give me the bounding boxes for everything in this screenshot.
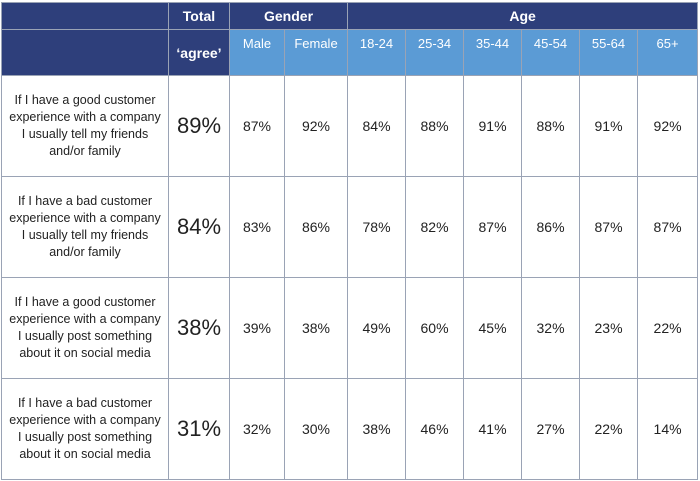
- column-header: 18-24: [347, 29, 407, 76]
- value-cell: 30%: [283, 378, 349, 480]
- value-cell: 32%: [521, 277, 581, 379]
- column-header: Male: [229, 29, 285, 76]
- value-cell: 92%: [283, 75, 349, 177]
- table-row: If I have a good customer experience wit…: [1, 75, 699, 177]
- value-cell: 78%: [347, 176, 407, 278]
- question-cell: If I have a good customer experience wit…: [1, 277, 169, 379]
- value-cell: 86%: [283, 176, 349, 278]
- column-header: 25-34: [405, 29, 465, 76]
- value-cell: 87%: [463, 176, 523, 278]
- question-cell: If I have a good customer experience wit…: [1, 75, 169, 177]
- value-cell: 38%: [283, 277, 349, 379]
- value-cell: 27%: [521, 378, 581, 480]
- value-cell: 39%: [229, 277, 285, 379]
- value-cell: 91%: [463, 75, 523, 177]
- question-cell: If I have a bad customer experience with…: [1, 378, 169, 480]
- header-corner-lower: [1, 29, 169, 76]
- value-cell: 86%: [521, 176, 581, 278]
- header-column-row: ‘agree’ Male Female 18-24 25-34 35-44 45…: [1, 29, 699, 76]
- table-row: If I have a bad customer experience with…: [1, 378, 699, 480]
- value-cell: 45%: [463, 277, 523, 379]
- value-cell: 60%: [405, 277, 465, 379]
- column-header: 45-54: [521, 29, 581, 76]
- value-cell: 83%: [229, 176, 285, 278]
- question-cell: If I have a bad customer experience with…: [1, 176, 169, 278]
- total-cell: 84%: [168, 176, 230, 278]
- value-cell: 87%: [637, 176, 699, 278]
- column-header: Female: [283, 29, 349, 76]
- value-cell: 88%: [521, 75, 581, 177]
- value-cell: 41%: [463, 378, 523, 480]
- value-cell: 23%: [579, 277, 639, 379]
- column-header: 35-44: [463, 29, 523, 76]
- value-cell: 87%: [229, 75, 285, 177]
- value-cell: 92%: [637, 75, 699, 177]
- value-cell: 49%: [347, 277, 407, 379]
- value-cell: 88%: [405, 75, 465, 177]
- value-cell: 46%: [405, 378, 465, 480]
- table-row: If I have a good customer experience wit…: [1, 277, 699, 379]
- header-total: Total: [168, 2, 230, 30]
- header-corner: [1, 2, 169, 30]
- table-row: If I have a bad customer experience with…: [1, 176, 699, 278]
- value-cell: 22%: [637, 277, 699, 379]
- value-cell: 14%: [637, 378, 699, 480]
- value-cell: 22%: [579, 378, 639, 480]
- value-cell: 82%: [405, 176, 465, 278]
- value-cell: 32%: [229, 378, 285, 480]
- value-cell: 87%: [579, 176, 639, 278]
- value-cell: 91%: [579, 75, 639, 177]
- total-cell: 38%: [168, 277, 230, 379]
- value-cell: 38%: [347, 378, 407, 480]
- total-cell: 31%: [168, 378, 230, 480]
- header-gender: Gender: [228, 2, 349, 30]
- header-age: Age: [347, 2, 699, 30]
- header-group-row: Total Gender Age: [1, 2, 699, 30]
- value-cell: 84%: [347, 75, 407, 177]
- total-cell: 89%: [168, 75, 230, 177]
- column-header: 55-64: [579, 29, 639, 76]
- column-header: 65+: [637, 29, 699, 76]
- header-agree: ‘agree’: [168, 29, 230, 76]
